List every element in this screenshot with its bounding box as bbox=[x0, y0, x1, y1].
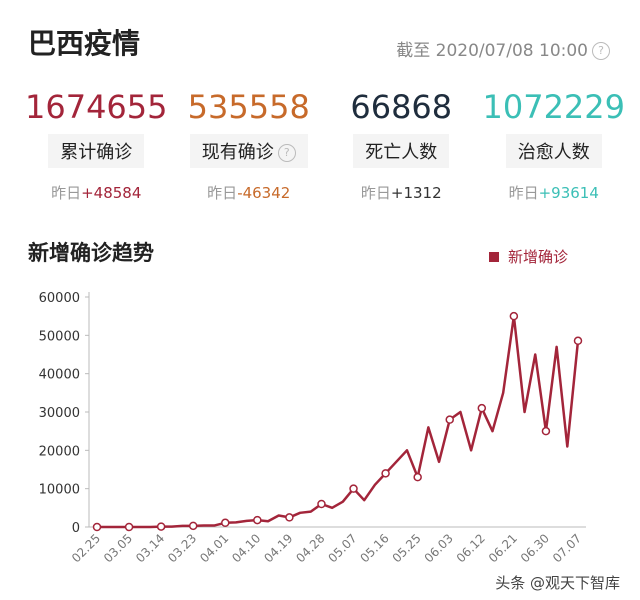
x-tick-label: 04.01 bbox=[197, 531, 231, 565]
point bbox=[413, 472, 422, 482]
stat-value: 535558 bbox=[187, 88, 310, 126]
stat-label: 累计确诊 bbox=[48, 134, 145, 168]
x-tick-label: 06.30 bbox=[518, 531, 552, 565]
update-text: 截至 2020/07/08 10:00 bbox=[396, 41, 588, 61]
point bbox=[188, 521, 198, 531]
stat-change: 昨日-46342 bbox=[173, 182, 326, 203]
change-value: +48584 bbox=[81, 184, 142, 202]
stat: 66868 死亡人数昨日+1312 bbox=[325, 88, 478, 203]
x-tick-label: 03.23 bbox=[165, 531, 199, 565]
point bbox=[221, 518, 230, 528]
point bbox=[381, 469, 390, 478]
update-time: 截至 2020/07/08 10:00? bbox=[396, 36, 610, 61]
stat-change: 昨日+1312 bbox=[325, 182, 478, 203]
stat-value: 1674655 bbox=[24, 88, 168, 126]
y-tick-label: 10000 bbox=[39, 483, 80, 498]
stat-value: 66868 bbox=[350, 88, 453, 126]
watermark: 头条 @观天下智库 bbox=[495, 574, 620, 592]
stat-label: 死亡人数 bbox=[353, 134, 450, 168]
point bbox=[349, 484, 358, 493]
point bbox=[541, 426, 551, 436]
change-value: +93614 bbox=[538, 184, 599, 202]
point bbox=[445, 415, 454, 424]
page-title: 巴西疫情 bbox=[28, 27, 141, 60]
change-prefix: 昨日 bbox=[51, 184, 82, 202]
point bbox=[124, 522, 134, 532]
y-tick-label: 50000 bbox=[39, 329, 80, 344]
point bbox=[509, 311, 519, 321]
x-tick-label: 06.03 bbox=[422, 531, 456, 565]
stat: 1674655 累计确诊昨日+48584 bbox=[20, 88, 173, 203]
series-line bbox=[97, 314, 580, 529]
point bbox=[573, 336, 583, 346]
point bbox=[156, 522, 166, 531]
y-tick-label: 60000 bbox=[39, 291, 80, 306]
x-tick-label: 03.14 bbox=[133, 531, 167, 565]
help-icon[interactable]: ? bbox=[592, 42, 610, 60]
stat-change: 昨日+48584 bbox=[20, 182, 173, 203]
x-tick-label: 07.07 bbox=[550, 531, 584, 565]
stat-change: 昨日+93614 bbox=[478, 182, 631, 203]
x-tick-label: 04.10 bbox=[229, 531, 263, 565]
point bbox=[253, 515, 262, 525]
x-tick-label: 02.25 bbox=[69, 531, 103, 565]
stat-label-text: 现有确诊 bbox=[201, 142, 274, 163]
x-tick-label: 04.19 bbox=[261, 531, 295, 565]
x-tick-label: 05.25 bbox=[390, 531, 424, 565]
stat-label: 治愈人数 bbox=[505, 134, 602, 168]
stat-value: 1072229 bbox=[482, 88, 625, 126]
change-prefix: 昨日 bbox=[360, 184, 391, 202]
y-tick-label: 30000 bbox=[39, 406, 80, 421]
change-prefix: 昨日 bbox=[207, 184, 238, 202]
point bbox=[285, 513, 294, 522]
x-tick-label: 05.16 bbox=[358, 531, 392, 565]
legend-swatch bbox=[489, 252, 499, 262]
change-value: +1312 bbox=[390, 184, 442, 202]
x-tick-label: 05.07 bbox=[325, 531, 359, 565]
stat: 1072229 治愈人数昨日+93614 bbox=[478, 88, 631, 203]
x-tick-label: 04.28 bbox=[293, 531, 327, 565]
y-tick-label: 0 bbox=[72, 521, 80, 536]
point bbox=[477, 403, 487, 413]
x-tick-label: 06.21 bbox=[486, 531, 520, 565]
stats: 1674655 累计确诊 昨日+48584 535558 现有确诊? 昨日-46342 … bbox=[20, 88, 630, 203]
legend-label: 新增确诊 bbox=[508, 248, 568, 266]
point bbox=[317, 499, 326, 509]
change-value: -46342 bbox=[237, 184, 291, 202]
stat-label: 现有确诊? bbox=[189, 134, 308, 168]
point bbox=[92, 522, 102, 532]
chart: 新增确诊趋势 头条 @观天下智库 0 10000 20000 30000 40000 50… bbox=[28, 241, 620, 592]
x-tick-label: 03.05 bbox=[101, 531, 135, 565]
x-tick-label: 06.12 bbox=[454, 531, 488, 565]
y-tick-label: 40000 bbox=[39, 368, 80, 383]
change-prefix: 昨日 bbox=[508, 184, 539, 202]
help-icon[interactable]: ? bbox=[277, 144, 296, 162]
chart-title: 新增确诊趋势 bbox=[28, 241, 154, 265]
stat: 535558 现有确诊? 昨日-46342 bbox=[173, 88, 326, 203]
y-tick-label: 20000 bbox=[39, 444, 80, 459]
